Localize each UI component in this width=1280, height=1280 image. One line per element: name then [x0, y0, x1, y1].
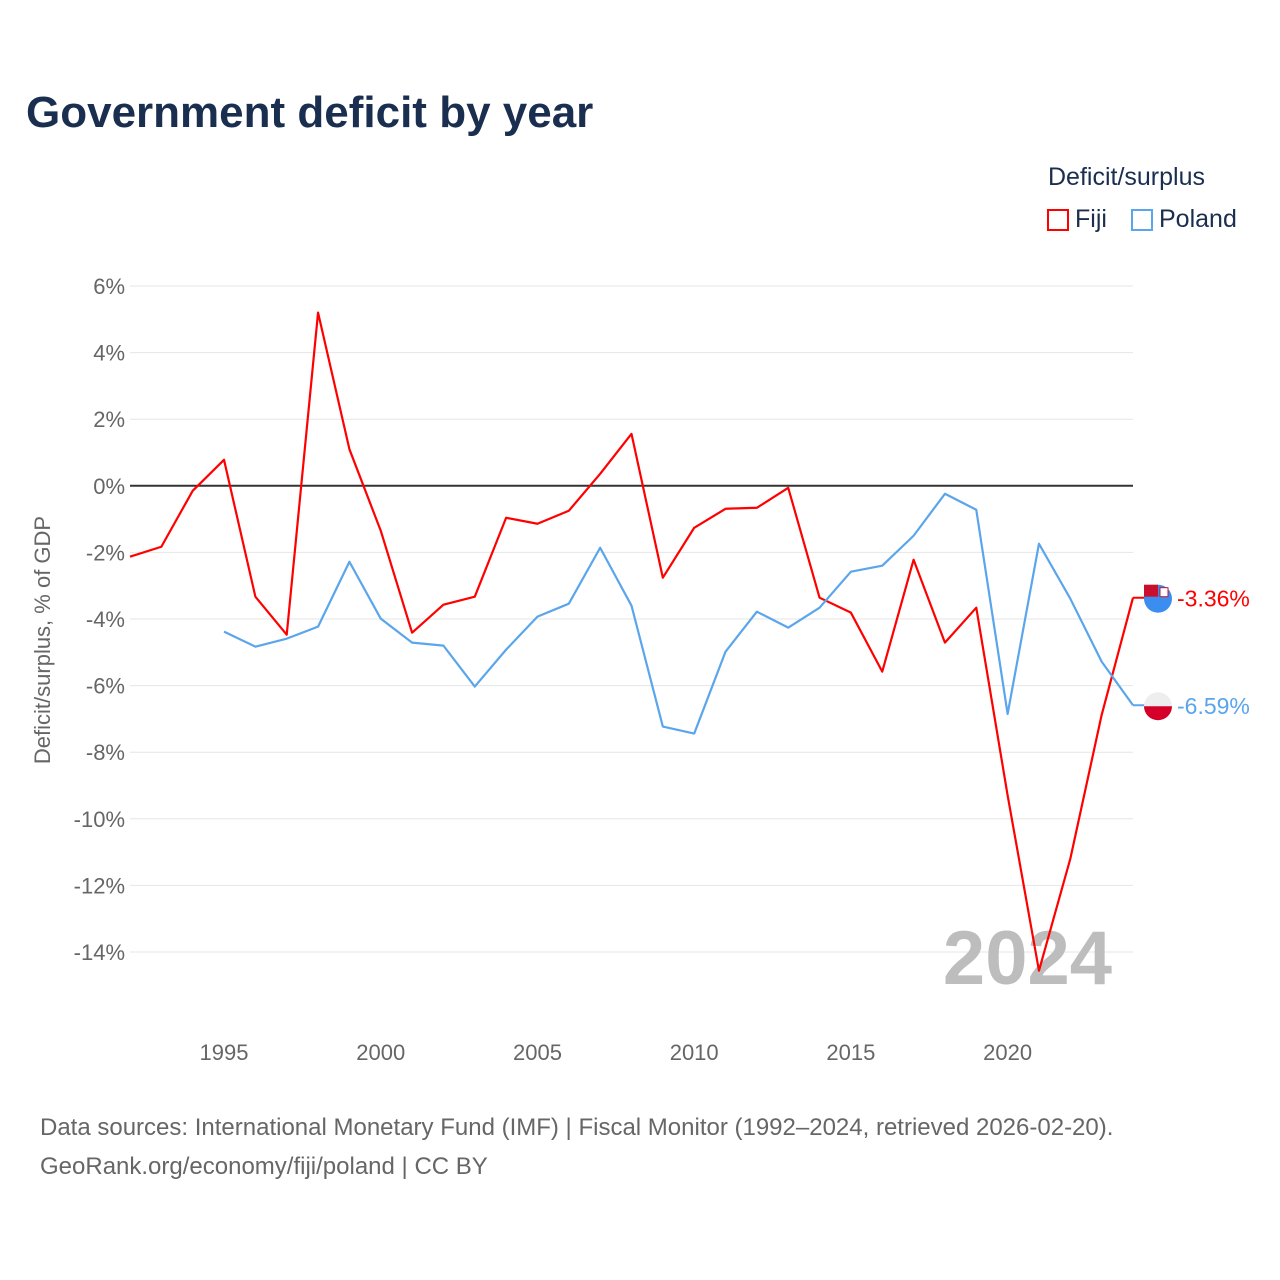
y-axis-label: Deficit/surplus, % of GDP [30, 516, 55, 764]
series-line-poland [223, 492, 1134, 735]
y-tick-label: -4% [86, 607, 125, 632]
fiji-flag-shield [1159, 587, 1169, 598]
legend-item-fiji[interactable]: Fiji [1047, 205, 1107, 234]
legend-label: Poland [1159, 205, 1237, 233]
source-note: Data sources: International Monetary Fun… [40, 1108, 1113, 1186]
y-tick-label: -14% [74, 940, 125, 965]
x-tick-label: 1995 [200, 1040, 249, 1065]
y-tick-label: 4% [93, 341, 125, 366]
x-tick-label: 2000 [356, 1040, 405, 1065]
x-tick-label: 2015 [826, 1040, 875, 1065]
end-value-label-fiji: -3.36% [1177, 586, 1250, 612]
y-tick-label: 2% [93, 407, 125, 432]
y-tick-label: -6% [86, 674, 125, 699]
legend-label: Fiji [1075, 205, 1107, 233]
legend-item-poland[interactable]: Poland [1131, 205, 1237, 234]
y-tick-label: -2% [86, 540, 125, 565]
source-line: Data sources: International Monetary Fun… [40, 1114, 1114, 1141]
source-link[interactable]: GeoRank.org/economy/fiji/poland | CC BY [40, 1153, 488, 1180]
legend-swatch-fiji [1047, 208, 1069, 231]
end-value-label-poland: -6.59% [1177, 693, 1250, 719]
x-tick-label: 2010 [670, 1040, 719, 1065]
x-tick-label: 2020 [983, 1040, 1032, 1065]
poland-flag-red [1144, 706, 1172, 721]
y-tick-label: -10% [74, 807, 125, 832]
y-tick-label: -8% [86, 740, 125, 765]
chart-title: Government deficit by year [26, 88, 594, 137]
fiji-flag-union [1144, 584, 1158, 597]
y-tick-label: -12% [74, 873, 125, 898]
year-watermark: 2024 [943, 916, 1112, 1001]
legend-title: Deficit/surplus [1048, 163, 1205, 191]
series-line-fiji [129, 311, 1135, 972]
y-tick-label: 0% [93, 474, 125, 499]
x-tick-label: 2005 [513, 1040, 562, 1065]
y-tick-label: 6% [93, 274, 125, 299]
legend-swatch-poland [1131, 208, 1153, 231]
